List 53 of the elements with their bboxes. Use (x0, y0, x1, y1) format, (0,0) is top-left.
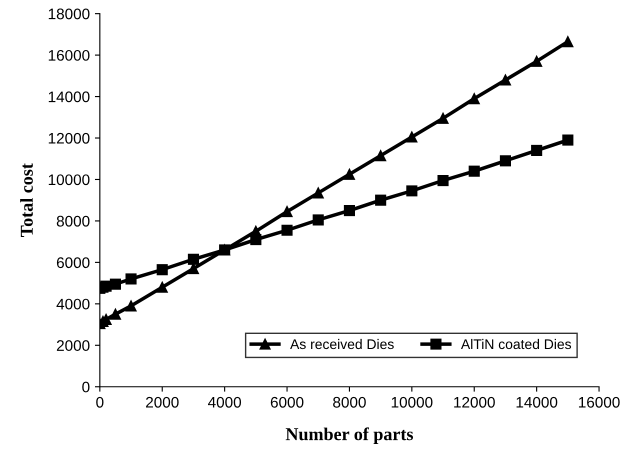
x-axis-title: Number of parts (286, 427, 414, 444)
y-axis-title: Total cost (20, 163, 33, 237)
point (344, 205, 355, 216)
point (500, 74, 511, 86)
x-tick-label: 8000 (333, 396, 366, 408)
x-tick-label: 2000 (146, 396, 179, 408)
point (125, 300, 137, 312)
y-tick-label: 2000 (56, 340, 90, 351)
point (375, 194, 386, 206)
y-tick-label: 12000 (48, 132, 90, 144)
point (406, 131, 418, 143)
point (468, 166, 480, 177)
point (312, 214, 324, 226)
point (468, 93, 480, 104)
point (312, 187, 324, 198)
point (188, 254, 199, 265)
x-tick-label: 16000 (578, 396, 620, 408)
y-tick-label: 16000 (48, 50, 90, 61)
point (156, 282, 168, 293)
point (281, 224, 293, 236)
x-tick-label: 4000 (208, 396, 242, 408)
legend-label: As received Dies (290, 338, 394, 350)
point (110, 308, 121, 320)
point (531, 144, 542, 156)
point (562, 36, 574, 48)
legend-label: AlTiN coated Dies (460, 338, 572, 350)
point (437, 174, 449, 186)
y-tick-label: 0 (82, 382, 90, 392)
x-tick-label: 0 (96, 396, 104, 408)
point (406, 185, 418, 196)
y-tick-label: 10000 (48, 174, 90, 186)
point (110, 278, 121, 290)
point (344, 168, 355, 180)
point (531, 56, 542, 67)
point (188, 263, 199, 274)
y-tick-label: 18000 (48, 8, 90, 20)
point (375, 150, 386, 162)
point (219, 244, 230, 256)
point (281, 206, 293, 218)
y-tick-label: 14000 (48, 91, 90, 102)
point (125, 273, 137, 285)
point (437, 112, 449, 124)
point (562, 134, 574, 146)
x-tick-label: 12000 (454, 396, 495, 408)
y-tick-label: 8000 (56, 216, 90, 227)
point (250, 234, 262, 246)
y-tick-label: 6000 (56, 257, 90, 268)
y-tick-label: 4000 (56, 298, 90, 310)
point (500, 155, 511, 166)
x-tick-label: 10000 (392, 396, 432, 408)
point (156, 264, 168, 276)
x-tick-label: 14000 (516, 396, 558, 408)
x-tick-label: 6000 (270, 396, 304, 408)
